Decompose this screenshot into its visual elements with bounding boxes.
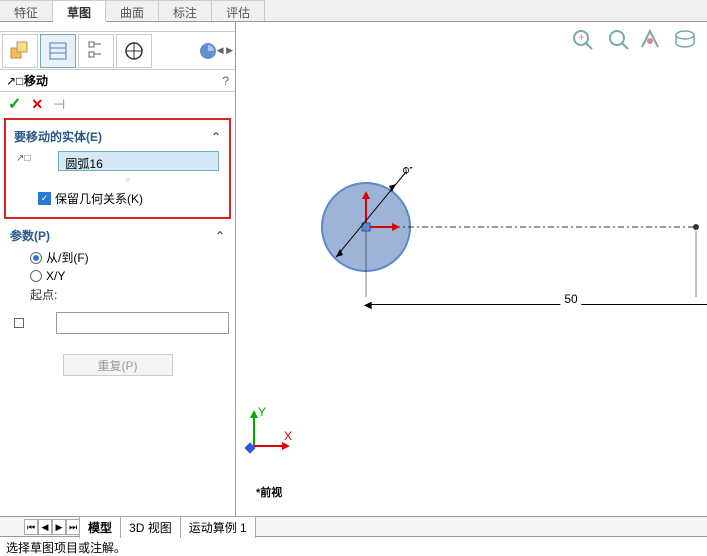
pin-button[interactable]: ⊣	[53, 96, 65, 113]
orientation-icon[interactable]	[637, 26, 665, 52]
bottom-tab-3dview[interactable]: 3D 视图	[120, 516, 181, 538]
config-mgr-icon[interactable]	[78, 34, 114, 68]
start-point-input[interactable]	[56, 312, 229, 334]
keep-relations-row[interactable]: ✓ 保留几何关系(K)	[38, 190, 221, 207]
pm-title-row: ↗□ 移动 ?	[0, 70, 235, 92]
entity-list[interactable]: 圆弧16	[58, 151, 219, 171]
sketch-geometry[interactable]: ⌀20	[296, 167, 707, 347]
display-style-icon[interactable]	[671, 26, 699, 52]
feature-tree-icon[interactable]	[2, 34, 38, 68]
tab-annotation[interactable]: 标注	[159, 0, 212, 21]
entity-icon: ↗□	[16, 153, 30, 164]
property-manager: ◀ ▶ ↗□ 移动 ? ✓ ✕ ⊣ 要移动的实体(E) ⌃ ↗□ 圆弧16 ○	[0, 22, 236, 516]
view-name-label: *前视	[256, 484, 282, 500]
move-icon: ↗□	[6, 74, 20, 88]
property-mgr-icon[interactable]	[40, 34, 76, 68]
point-marker-icon	[14, 318, 24, 328]
cancel-button[interactable]: ✕	[31, 96, 43, 113]
bottom-tab-model[interactable]: 模型	[79, 516, 121, 538]
endpoint[interactable]	[693, 224, 699, 230]
start-point-label: 起点:	[30, 286, 229, 303]
svg-text:+: +	[578, 30, 585, 44]
bottom-tab-motion[interactable]: 运动算例 1	[180, 516, 256, 538]
pm-toolbar: ◀ ▶	[0, 32, 235, 70]
radio-from-to-btn[interactable]	[30, 252, 42, 264]
status-bar: 选择草图项目或注解。	[0, 536, 707, 556]
view-toolbar: +	[569, 26, 699, 52]
chevron-up-icon: ⌃	[211, 130, 221, 144]
svg-text:Y: Y	[258, 406, 266, 419]
repeat-button: 重复(P)	[63, 354, 173, 376]
dimxpert-icon[interactable]	[116, 34, 152, 68]
ok-button[interactable]: ✓	[8, 94, 21, 114]
bottom-tab-bar: ⏮ ◀ ▶ ⏭ 模型 3D 视图 运动算例 1	[0, 516, 707, 536]
pm-more[interactable]: ◀ ▶	[199, 34, 233, 67]
resize-grip[interactable]: ○	[30, 175, 225, 184]
chevron-up-icon: ⌃	[215, 229, 225, 243]
zoom-area-icon[interactable]	[603, 26, 631, 52]
zoom-fit-icon[interactable]: +	[569, 26, 597, 52]
graphics-area[interactable]: + ⌀20 ◀▶ 50	[236, 22, 707, 516]
entities-section-highlight: 要移动的实体(E) ⌃ ↗□ 圆弧16 ○ ✓ 保留几何关系(K)	[4, 118, 231, 219]
view-triad: Y X	[244, 406, 294, 456]
tab-feature[interactable]: 特征	[0, 0, 53, 21]
svg-text:X: X	[284, 429, 292, 443]
tab-surface[interactable]: 曲面	[106, 0, 159, 21]
params-header[interactable]: 参数(P) ⌃	[6, 225, 229, 246]
radio-xy-btn[interactable]	[30, 270, 42, 282]
nav-last[interactable]: ⏭	[66, 519, 80, 535]
radio-from-to[interactable]: 从/到(F)	[30, 249, 229, 266]
horizontal-dimension[interactable]: ◀▶ 50	[366, 292, 707, 316]
entities-header[interactable]: 要移动的实体(E) ⌃	[10, 126, 225, 147]
nav-first[interactable]: ⏮	[24, 519, 38, 535]
dim-value[interactable]: 50	[560, 292, 581, 306]
nav-prev[interactable]: ◀	[38, 519, 52, 535]
diameter-dim[interactable]: ⌀20	[398, 167, 422, 177]
pm-actions: ✓ ✕ ⊣	[0, 92, 235, 116]
top-tabs: 特征 草图 曲面 标注 评估	[0, 0, 707, 22]
tab-evaluate[interactable]: 评估	[212, 0, 265, 21]
nav-next[interactable]: ▶	[52, 519, 66, 535]
radio-xy[interactable]: X/Y	[30, 269, 229, 283]
keep-relations-checkbox[interactable]: ✓	[38, 192, 51, 205]
keep-relations-label: 保留几何关系(K)	[55, 190, 143, 207]
pm-title: 移动	[24, 72, 222, 89]
help-icon[interactable]: ?	[222, 74, 229, 88]
tab-sketch[interactable]: 草图	[53, 0, 106, 22]
tab-nav: ⏮ ◀ ▶ ⏭	[24, 519, 80, 535]
params-section: 参数(P) ⌃ 从/到(F) X/Y 起点: 重复(P)	[0, 221, 235, 394]
